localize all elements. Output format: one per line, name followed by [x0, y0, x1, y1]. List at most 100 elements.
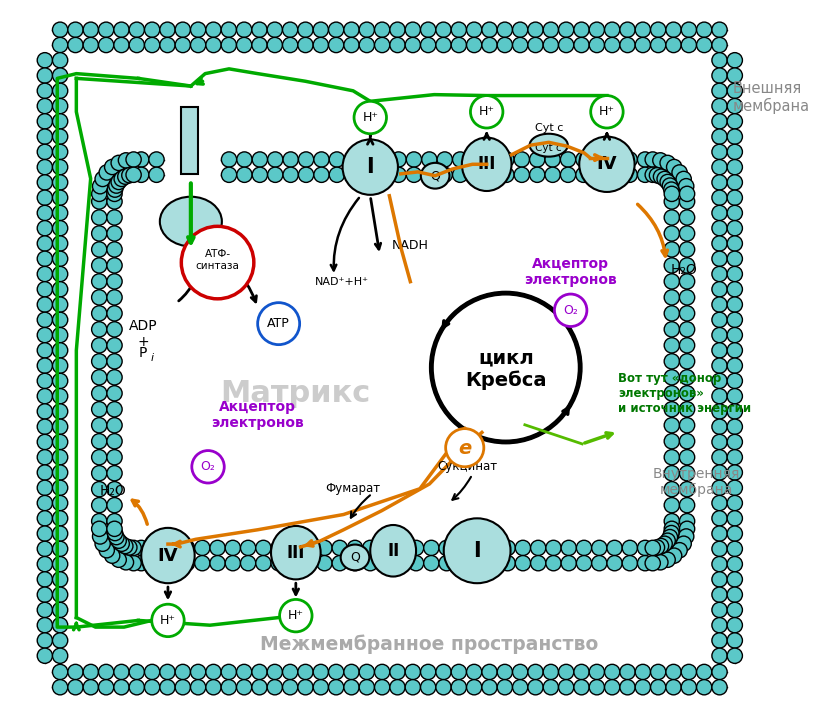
Circle shape — [560, 167, 576, 183]
Circle shape — [561, 556, 576, 571]
Circle shape — [221, 679, 236, 695]
Circle shape — [92, 186, 107, 201]
Circle shape — [664, 465, 680, 481]
Circle shape — [92, 321, 107, 337]
Circle shape — [107, 465, 123, 481]
Circle shape — [421, 664, 435, 679]
Circle shape — [286, 541, 301, 556]
Circle shape — [431, 293, 580, 442]
Circle shape — [252, 664, 267, 679]
Circle shape — [435, 37, 451, 53]
Circle shape — [283, 37, 297, 53]
Circle shape — [498, 22, 512, 37]
Circle shape — [712, 526, 727, 541]
Circle shape — [435, 679, 451, 695]
Circle shape — [329, 167, 345, 183]
Circle shape — [221, 167, 237, 183]
Circle shape — [451, 37, 467, 53]
Circle shape — [712, 358, 727, 373]
Circle shape — [107, 417, 123, 433]
Circle shape — [727, 343, 743, 358]
Circle shape — [451, 22, 467, 37]
Circle shape — [727, 389, 743, 404]
Circle shape — [52, 327, 68, 343]
Circle shape — [328, 22, 344, 37]
Circle shape — [107, 182, 123, 197]
Circle shape — [92, 386, 107, 401]
Circle shape — [52, 511, 68, 526]
Circle shape — [607, 152, 622, 167]
Circle shape — [268, 167, 283, 183]
Circle shape — [512, 679, 528, 695]
Circle shape — [107, 274, 123, 289]
Circle shape — [498, 167, 514, 183]
Circle shape — [363, 541, 378, 556]
Circle shape — [378, 541, 393, 556]
Circle shape — [727, 511, 743, 526]
Circle shape — [38, 511, 52, 526]
Circle shape — [374, 22, 390, 37]
Circle shape — [354, 101, 386, 134]
Text: Кребса: Кребса — [465, 370, 547, 390]
Circle shape — [451, 679, 467, 695]
Circle shape — [607, 541, 623, 556]
Circle shape — [328, 679, 344, 695]
Circle shape — [424, 541, 439, 556]
Circle shape — [605, 664, 620, 679]
Circle shape — [122, 168, 137, 183]
Circle shape — [210, 556, 225, 571]
Circle shape — [664, 194, 680, 209]
Circle shape — [83, 37, 98, 53]
Circle shape — [38, 221, 52, 236]
Circle shape — [298, 664, 313, 679]
Circle shape — [546, 556, 561, 571]
Circle shape — [134, 556, 149, 571]
Circle shape — [528, 679, 543, 695]
Circle shape — [38, 556, 52, 572]
Circle shape — [190, 22, 206, 37]
Circle shape — [650, 679, 666, 695]
Circle shape — [680, 290, 694, 305]
Circle shape — [437, 167, 453, 183]
Text: H⁺: H⁺ — [194, 273, 216, 291]
Circle shape — [676, 171, 691, 187]
Circle shape — [559, 679, 574, 695]
Circle shape — [267, 679, 283, 695]
Circle shape — [221, 37, 236, 53]
Circle shape — [252, 167, 267, 183]
Circle shape — [175, 37, 190, 53]
Circle shape — [111, 174, 127, 190]
Circle shape — [727, 373, 743, 389]
Circle shape — [38, 129, 52, 144]
Circle shape — [52, 160, 68, 175]
Circle shape — [712, 22, 727, 37]
Circle shape — [360, 152, 375, 167]
Circle shape — [134, 541, 149, 556]
Circle shape — [592, 541, 607, 556]
Circle shape — [52, 343, 68, 358]
Circle shape — [667, 160, 681, 175]
Circle shape — [663, 182, 679, 197]
Text: H⁺: H⁺ — [599, 105, 615, 118]
Circle shape — [52, 175, 68, 190]
Text: Акцептор
электронов: Акцептор электронов — [212, 400, 304, 430]
Circle shape — [317, 556, 332, 571]
Circle shape — [650, 22, 666, 37]
Circle shape — [645, 167, 660, 183]
Circle shape — [574, 664, 589, 679]
Circle shape — [470, 541, 484, 556]
Circle shape — [52, 68, 68, 83]
Circle shape — [390, 22, 405, 37]
Text: I: I — [367, 157, 374, 177]
Circle shape — [52, 373, 68, 389]
Circle shape — [727, 281, 743, 297]
Circle shape — [344, 22, 359, 37]
Circle shape — [712, 389, 727, 404]
Circle shape — [332, 541, 347, 556]
Circle shape — [664, 321, 680, 337]
Circle shape — [52, 22, 68, 37]
Circle shape — [344, 664, 359, 679]
Circle shape — [468, 152, 483, 167]
Circle shape — [727, 144, 743, 160]
Circle shape — [92, 306, 107, 321]
